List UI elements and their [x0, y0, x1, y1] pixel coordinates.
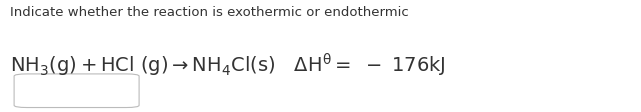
Text: Indicate whether the reaction is exothermic or endothermic: Indicate whether the reaction is exother…: [10, 6, 408, 19]
FancyBboxPatch shape: [14, 74, 139, 108]
Text: $\mathregular{NH_3(g) + HCl\ (g) \rightarrow NH_4Cl(s)\ \ \ \Delta H^{\theta} =\: $\mathregular{NH_3(g) + HCl\ (g) \righta…: [10, 51, 445, 79]
